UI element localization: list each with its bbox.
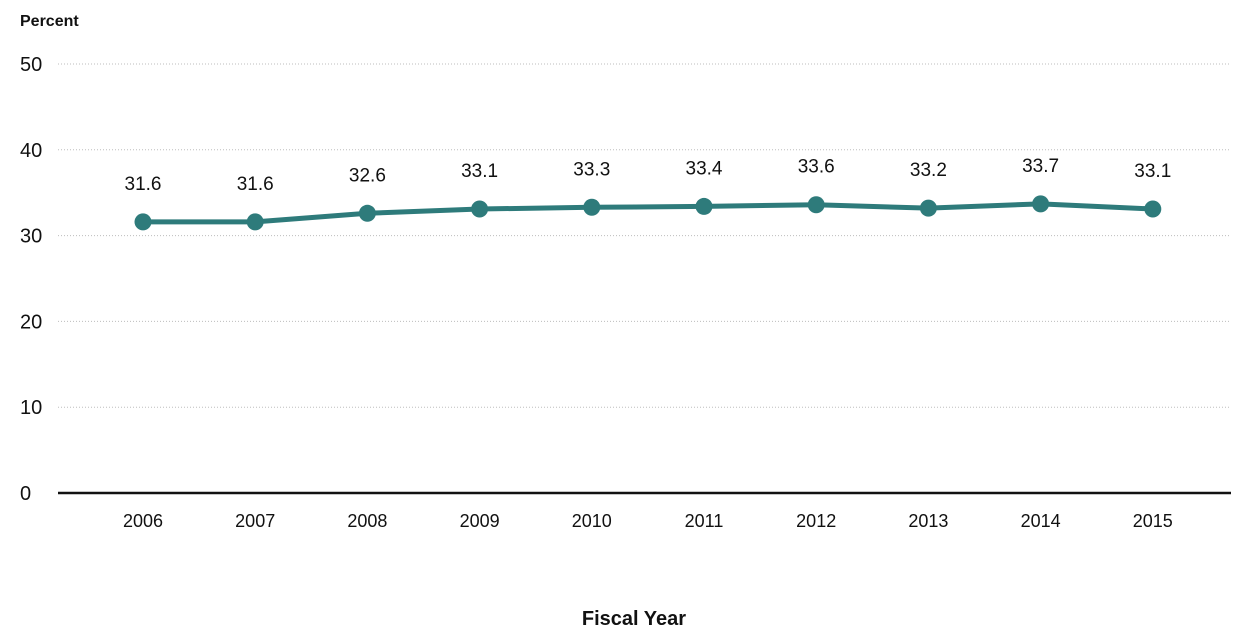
data-point — [1032, 195, 1050, 213]
y-axis-label: Percent — [20, 13, 79, 30]
y-tick-labels: 0 10 20 30 40 50 — [20, 54, 42, 505]
x-tick-label: 2011 — [685, 511, 724, 531]
data-label: 33.3 — [573, 159, 610, 180]
data-label: 33.1 — [1134, 161, 1171, 182]
series-line — [143, 201, 1153, 225]
x-axis-label: Fiscal Year — [582, 608, 686, 629]
data-point — [919, 199, 937, 217]
y-tick-label: 50 — [20, 54, 42, 76]
data-label: 32.6 — [349, 165, 386, 186]
x-tick-labels: 2006 2007 2008 2009 2010 2011 2012 2013 2014 2015 — [123, 511, 1173, 531]
y-tick-label: 10 — [20, 397, 42, 419]
gridlines — [58, 63, 1231, 408]
data-point — [246, 213, 264, 231]
data-point — [695, 197, 713, 215]
y-tick-label: 20 — [20, 311, 42, 333]
data-label: 33.1 — [461, 161, 498, 182]
data-point — [134, 213, 152, 231]
data-label: 31.6 — [237, 174, 274, 195]
data-points — [134, 195, 1162, 231]
x-tick-label: 2014 — [1021, 511, 1061, 531]
x-tick-label: 2012 — [796, 511, 836, 531]
y-tick-label: 30 — [20, 226, 42, 248]
data-label: 33.2 — [910, 160, 947, 181]
data-point — [358, 204, 376, 222]
data-label: 31.6 — [125, 174, 162, 195]
data-point — [1144, 200, 1162, 218]
x-tick-label: 2010 — [572, 511, 612, 531]
data-label: 33.7 — [1022, 156, 1059, 177]
x-tick-label: 2013 — [908, 511, 948, 531]
x-tick-label: 2006 — [123, 511, 163, 531]
x-tick-label: 2015 — [1133, 511, 1173, 531]
data-label: 33.4 — [686, 158, 723, 179]
x-tick-label: 2008 — [347, 511, 387, 531]
y-tick-label: 40 — [20, 140, 42, 162]
data-label: 33.6 — [798, 157, 835, 178]
x-tick-label: 2007 — [235, 511, 275, 531]
data-point — [471, 200, 489, 218]
y-tick-label: 0 — [20, 483, 31, 505]
data-point — [583, 198, 601, 216]
data-point — [807, 196, 825, 214]
x-tick-label: 2009 — [460, 511, 500, 531]
data-labels: 31.6 31.6 32.6 33.1 33.3 33.4 33.6 33.2 33.7 33.1 — [125, 156, 1172, 195]
